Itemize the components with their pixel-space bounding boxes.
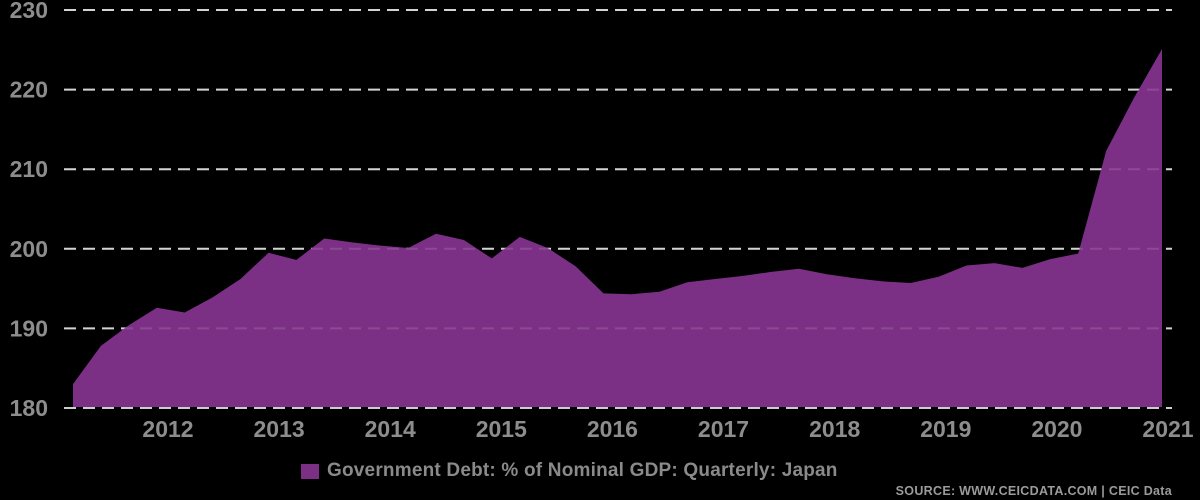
y-tick-label: 180 [10, 395, 48, 421]
x-tick-label: 2020 [1031, 416, 1082, 442]
x-tick-label: 2017 [698, 416, 749, 442]
y-tick-label: 220 [10, 77, 48, 103]
x-tick-label: 2014 [365, 416, 416, 442]
legend-label: Government Debt: % of Nominal GDP: Quart… [327, 460, 838, 481]
x-tick-label: 2013 [254, 416, 305, 442]
x-tick-label: 2021 [1142, 416, 1193, 442]
y-tick-label: 190 [10, 315, 48, 341]
x-tick-label: 2015 [476, 416, 527, 442]
x-tick-label: 2012 [142, 416, 193, 442]
source-attribution: SOURCE: WWW.CEICDATA.COM | CEIC Data [895, 484, 1172, 498]
legend: Government Debt: % of Nominal GDP: Quart… [301, 460, 838, 481]
x-tick-label: 2018 [809, 416, 860, 442]
y-tick-label: 230 [10, 0, 48, 23]
x-tick-label: 2016 [587, 416, 638, 442]
legend-swatch-icon [301, 463, 319, 479]
x-tick-label: 2019 [920, 416, 971, 442]
y-tick-label: 210 [10, 156, 48, 182]
y-tick-label: 200 [10, 236, 48, 262]
area-series [73, 49, 1162, 407]
